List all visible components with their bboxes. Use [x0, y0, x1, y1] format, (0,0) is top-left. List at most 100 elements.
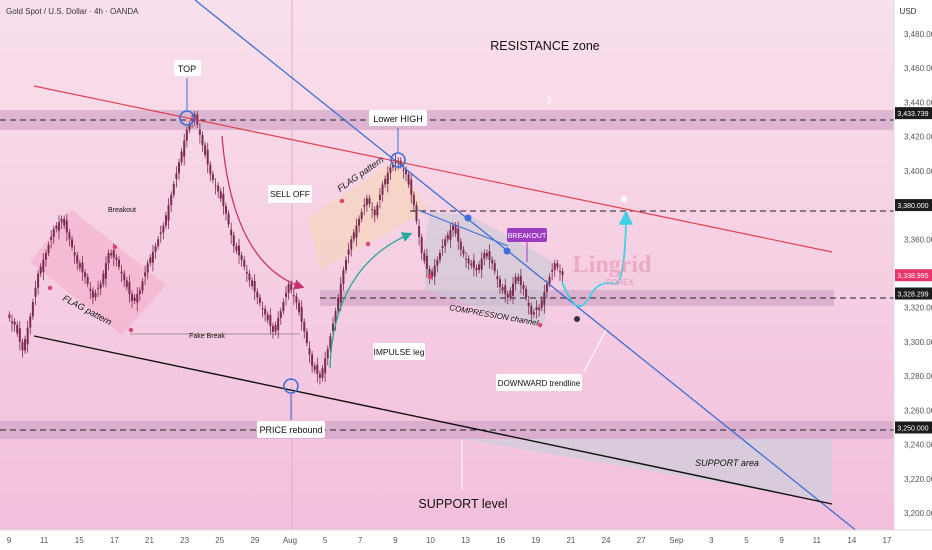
candle-body	[136, 294, 139, 303]
touch-dot-1	[464, 214, 472, 222]
candle-body	[63, 218, 66, 226]
candle-body	[329, 336, 332, 349]
candle-body	[488, 251, 491, 260]
pivot-dot-6	[537, 322, 543, 328]
candle-body	[433, 265, 436, 277]
candle-body	[191, 119, 194, 121]
candle-body	[71, 239, 74, 248]
price-tag-label: 3,433.739	[897, 111, 928, 118]
candle-body	[8, 314, 11, 318]
x-tick-label: 5	[323, 536, 328, 545]
candle-body	[238, 245, 241, 256]
x-tick-label: 3	[709, 536, 714, 545]
x-tick-label: 5	[744, 536, 749, 545]
candle-body	[243, 259, 246, 267]
candle-body	[31, 302, 34, 317]
candle-body	[188, 124, 191, 130]
price-tag-label: 3,250.000	[897, 425, 928, 432]
x-tick-label: 11	[813, 536, 822, 545]
candle-body	[415, 205, 418, 222]
candle-body	[459, 241, 462, 250]
y-tick-label: 3,300.000	[904, 338, 932, 347]
support-zone-band	[0, 421, 894, 439]
x-tick-label: 10	[426, 536, 435, 545]
candle-body	[337, 297, 340, 312]
candle-body	[102, 273, 105, 284]
lower-high-badge	[369, 110, 427, 126]
candle-body	[342, 270, 345, 284]
candle-body	[509, 290, 512, 298]
candle-body	[480, 258, 483, 270]
candle-body	[274, 324, 277, 332]
candle-body	[183, 140, 186, 157]
x-tick-label: 23	[180, 536, 189, 545]
candle-body	[65, 220, 68, 233]
candle-body	[224, 206, 227, 214]
candle-body	[483, 252, 486, 259]
candle-body	[230, 229, 233, 236]
candle-body	[157, 239, 160, 247]
candle-body	[384, 178, 387, 185]
x-tick-label: 15	[75, 536, 84, 545]
candle-body	[264, 308, 267, 315]
candle-body	[206, 149, 209, 165]
candle-body	[410, 179, 413, 195]
candle-body	[110, 252, 113, 256]
candle-body	[376, 205, 379, 216]
candle-body	[141, 281, 144, 291]
candle-body	[407, 174, 410, 185]
candle-body	[493, 263, 496, 272]
candle-body	[185, 129, 188, 141]
candle-body	[538, 307, 541, 310]
alert-icon: ⇩	[544, 95, 553, 107]
candle-body	[251, 280, 254, 287]
candle-body	[316, 364, 319, 374]
candle-body	[50, 237, 53, 240]
candle-body	[266, 314, 269, 321]
touch-dot-2	[503, 247, 511, 255]
candle-body	[318, 373, 321, 378]
projection-path	[561, 210, 634, 308]
impulse-label: IMPULSE leg	[373, 347, 424, 357]
candle-body	[55, 225, 58, 230]
candle-body	[170, 194, 173, 206]
candle-body	[334, 311, 337, 324]
candle-body	[527, 302, 530, 307]
candle-body	[371, 209, 374, 211]
candle-body	[462, 249, 465, 255]
candle-body	[219, 191, 222, 199]
candle-body	[164, 215, 167, 226]
candle-body	[441, 246, 444, 248]
candle-body	[438, 252, 441, 260]
y-tick-label: 3,240.000	[904, 441, 932, 450]
candle-body	[240, 255, 243, 260]
candle-body	[373, 209, 376, 216]
watermark-brand: Lingrid	[573, 252, 652, 278]
candle-body	[13, 321, 16, 325]
y-tick-label: 3,320.000	[904, 304, 932, 313]
x-tick-label: Sep	[669, 536, 684, 545]
candle-body	[217, 185, 220, 192]
candle-body	[24, 339, 27, 351]
candle-body	[269, 315, 272, 326]
candle-body	[138, 290, 141, 295]
pivot-dot-3	[365, 241, 371, 247]
candle-body	[282, 302, 285, 312]
candle-body	[548, 276, 551, 284]
candle-body	[133, 297, 136, 301]
candle-body	[248, 273, 251, 281]
candle-body	[352, 232, 355, 240]
candle-body	[525, 288, 528, 298]
pivot-dot-7	[47, 285, 53, 291]
candle-body	[211, 174, 214, 180]
time-axis[interactable]	[0, 530, 932, 550]
candle-body	[457, 228, 460, 242]
candle-body	[209, 164, 212, 175]
candle-body	[491, 259, 494, 264]
downtrend-pointer	[583, 329, 607, 373]
pivot-dot-1	[112, 244, 118, 250]
price-tag	[895, 287, 932, 300]
breakout-badge-label: BREAKOUT	[508, 233, 547, 240]
candle-body	[303, 321, 306, 332]
